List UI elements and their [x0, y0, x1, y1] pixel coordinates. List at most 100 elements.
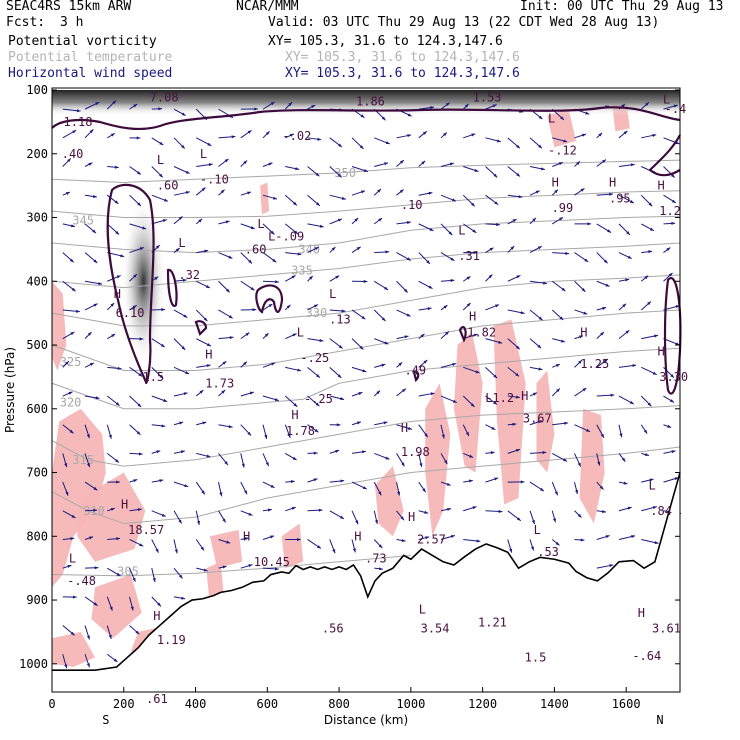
wind-arrowhead	[649, 478, 654, 482]
wind-arrowhead	[384, 162, 389, 166]
pv-label: L	[548, 112, 555, 126]
isentrope-315	[51, 405, 681, 467]
wind-arrowhead	[361, 450, 366, 454]
pv-label: 3.54	[421, 622, 450, 636]
pv-label: -.25	[300, 351, 329, 365]
pv-label: 3.30	[659, 370, 688, 384]
wind-arrowhead	[401, 538, 406, 543]
wind-arrowhead	[447, 507, 452, 511]
pv-shade	[579, 408, 605, 524]
wind-arrowhead	[228, 425, 233, 429]
wind-arrowhead	[335, 275, 340, 279]
pv-label: H	[291, 408, 298, 422]
wind-arrowhead	[137, 508, 142, 512]
pv-label: .84	[650, 504, 672, 518]
wind-arrowhead	[92, 229, 97, 234]
wind-arrowhead	[142, 226, 147, 230]
pv-shade	[547, 109, 576, 148]
wind-arrowhead	[139, 543, 144, 547]
wind-arrowhead	[206, 343, 211, 347]
wind-arrowhead	[309, 275, 313, 280]
wind-arrowhead	[294, 230, 298, 235]
fcst-value: 3 h	[60, 15, 84, 30]
pv-label: .99	[552, 201, 574, 215]
wind-arrowhead	[496, 139, 501, 143]
wind-arrowhead	[530, 546, 534, 551]
wind-arrowhead	[603, 259, 608, 264]
wind-arrowhead	[136, 171, 141, 175]
wind-arrowhead	[292, 333, 297, 337]
wind-arrowhead	[132, 577, 136, 582]
wind-arrowhead	[183, 314, 188, 318]
wind-arrowhead	[603, 359, 608, 363]
wind-arrowhead	[70, 224, 75, 228]
pv-label: H	[521, 389, 528, 403]
wind-arrowhead	[178, 519, 182, 524]
pv-label: 1.21	[478, 615, 507, 629]
wind-arrowhead	[293, 403, 298, 407]
pv-label: L	[419, 603, 426, 617]
wind-arrowhead	[93, 602, 98, 606]
wind-arrowhead	[450, 257, 455, 261]
x-tick-label: 1400	[540, 697, 569, 711]
pv-label: -.10	[200, 172, 229, 186]
wind-arrowhead	[537, 246, 542, 250]
wind-arrowhead	[340, 479, 345, 483]
wind-arrowhead	[314, 428, 319, 433]
wind-arrowhead	[132, 305, 137, 309]
wind-arrowhead	[581, 288, 586, 292]
wind-arrowhead	[114, 165, 119, 169]
wind-arrowhead	[291, 275, 296, 279]
pv-label: .73	[365, 552, 387, 566]
pv-label: H	[609, 175, 616, 189]
wind-arrowhead	[138, 372, 143, 377]
wind-arrowhead	[381, 317, 386, 322]
wind-arrowhead	[185, 191, 190, 195]
pv-label: L	[663, 93, 670, 107]
init-time: Init: 00 UTC Thu 29 Aug 13	[520, 0, 724, 14]
wind-arrowhead	[363, 279, 368, 283]
wind-arrowhead	[202, 421, 207, 425]
pv-label: -.64	[632, 649, 661, 663]
wind-arrowhead	[579, 335, 584, 339]
wind-arrowhead	[270, 230, 275, 235]
isentrope-label: 340	[298, 242, 320, 256]
wind-arrowhead	[356, 246, 361, 251]
pv-label: -.02	[282, 129, 311, 143]
wind-arrowhead	[274, 398, 279, 402]
wind-arrowhead	[623, 130, 628, 135]
wind-arrowhead	[356, 421, 361, 425]
pv-label: .49	[404, 364, 426, 378]
wind-arrowhead	[538, 144, 542, 149]
wind-arrowhead	[496, 223, 500, 227]
wind-arrowhead	[297, 368, 302, 372]
wind-arrowhead	[181, 112, 186, 116]
wind-arrowhead	[65, 361, 69, 365]
isentrope-label: 330	[306, 306, 328, 320]
wind-arrowhead	[627, 506, 632, 510]
wind-arrowhead	[270, 484, 275, 488]
isentrope-320	[51, 347, 681, 410]
field-pv-xy: XY= 105.3, 31.6 to 124.3,147.6	[268, 34, 503, 49]
wind-arrowhead	[610, 393, 615, 397]
pv-label: H	[552, 175, 559, 189]
wind-arrowhead	[203, 317, 208, 322]
wind-arrowhead	[425, 536, 430, 540]
pv-label: 1.53	[473, 91, 502, 105]
wind-arrowhead	[422, 131, 427, 135]
pv-label: .53	[537, 545, 559, 559]
wind-arrowhead	[532, 217, 537, 222]
wind-arrowhead	[621, 103, 625, 108]
wind-arrowhead	[182, 278, 187, 282]
wind-arrowhead	[295, 167, 300, 171]
pv-label: L	[200, 147, 207, 161]
pv-label: 1.19	[157, 633, 186, 647]
wind-arrowhead	[621, 457, 626, 462]
wind-arrowhead	[341, 309, 346, 313]
wind-arrowhead	[92, 194, 97, 198]
wind-arrowhead	[179, 421, 184, 425]
pv-shade	[453, 332, 483, 473]
wind-arrowhead	[498, 509, 503, 513]
x-end-label-right: N	[656, 713, 663, 727]
wind-arrowhead	[163, 198, 168, 202]
